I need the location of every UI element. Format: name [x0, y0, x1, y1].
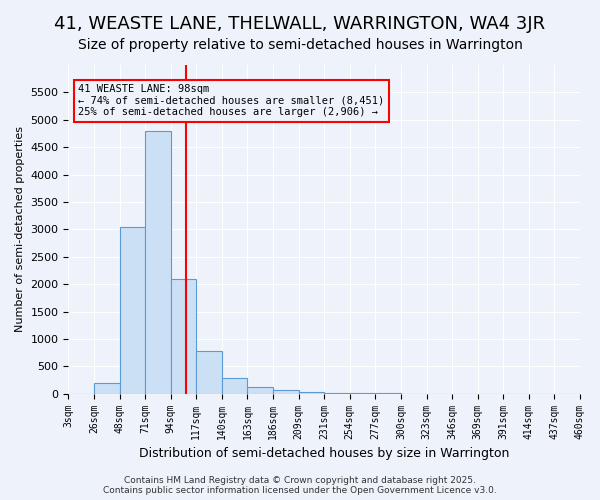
- Bar: [145, 130, 171, 394]
- Bar: [119, 226, 145, 394]
- Bar: [247, 387, 273, 394]
- Text: Contains HM Land Registry data © Crown copyright and database right 2025.
Contai: Contains HM Land Registry data © Crown c…: [103, 476, 497, 495]
- Text: 41, WEASTE LANE, THELWALL, WARRINGTON, WA4 3JR: 41, WEASTE LANE, THELWALL, WARRINGTON, W…: [55, 15, 545, 33]
- Text: Size of property relative to semi-detached houses in Warrington: Size of property relative to semi-detach…: [77, 38, 523, 52]
- Bar: [196, 351, 222, 394]
- Bar: [273, 390, 299, 394]
- X-axis label: Distribution of semi-detached houses by size in Warrington: Distribution of semi-detached houses by …: [139, 447, 509, 460]
- Bar: [222, 378, 247, 394]
- Bar: [299, 392, 324, 394]
- Bar: [171, 278, 196, 394]
- Y-axis label: Number of semi-detached properties: Number of semi-detached properties: [15, 126, 25, 332]
- Bar: [324, 393, 350, 394]
- Text: 41 WEASTE LANE: 98sqm
← 74% of semi-detached houses are smaller (8,451)
25% of s: 41 WEASTE LANE: 98sqm ← 74% of semi-deta…: [78, 84, 385, 117]
- Bar: [94, 382, 119, 394]
